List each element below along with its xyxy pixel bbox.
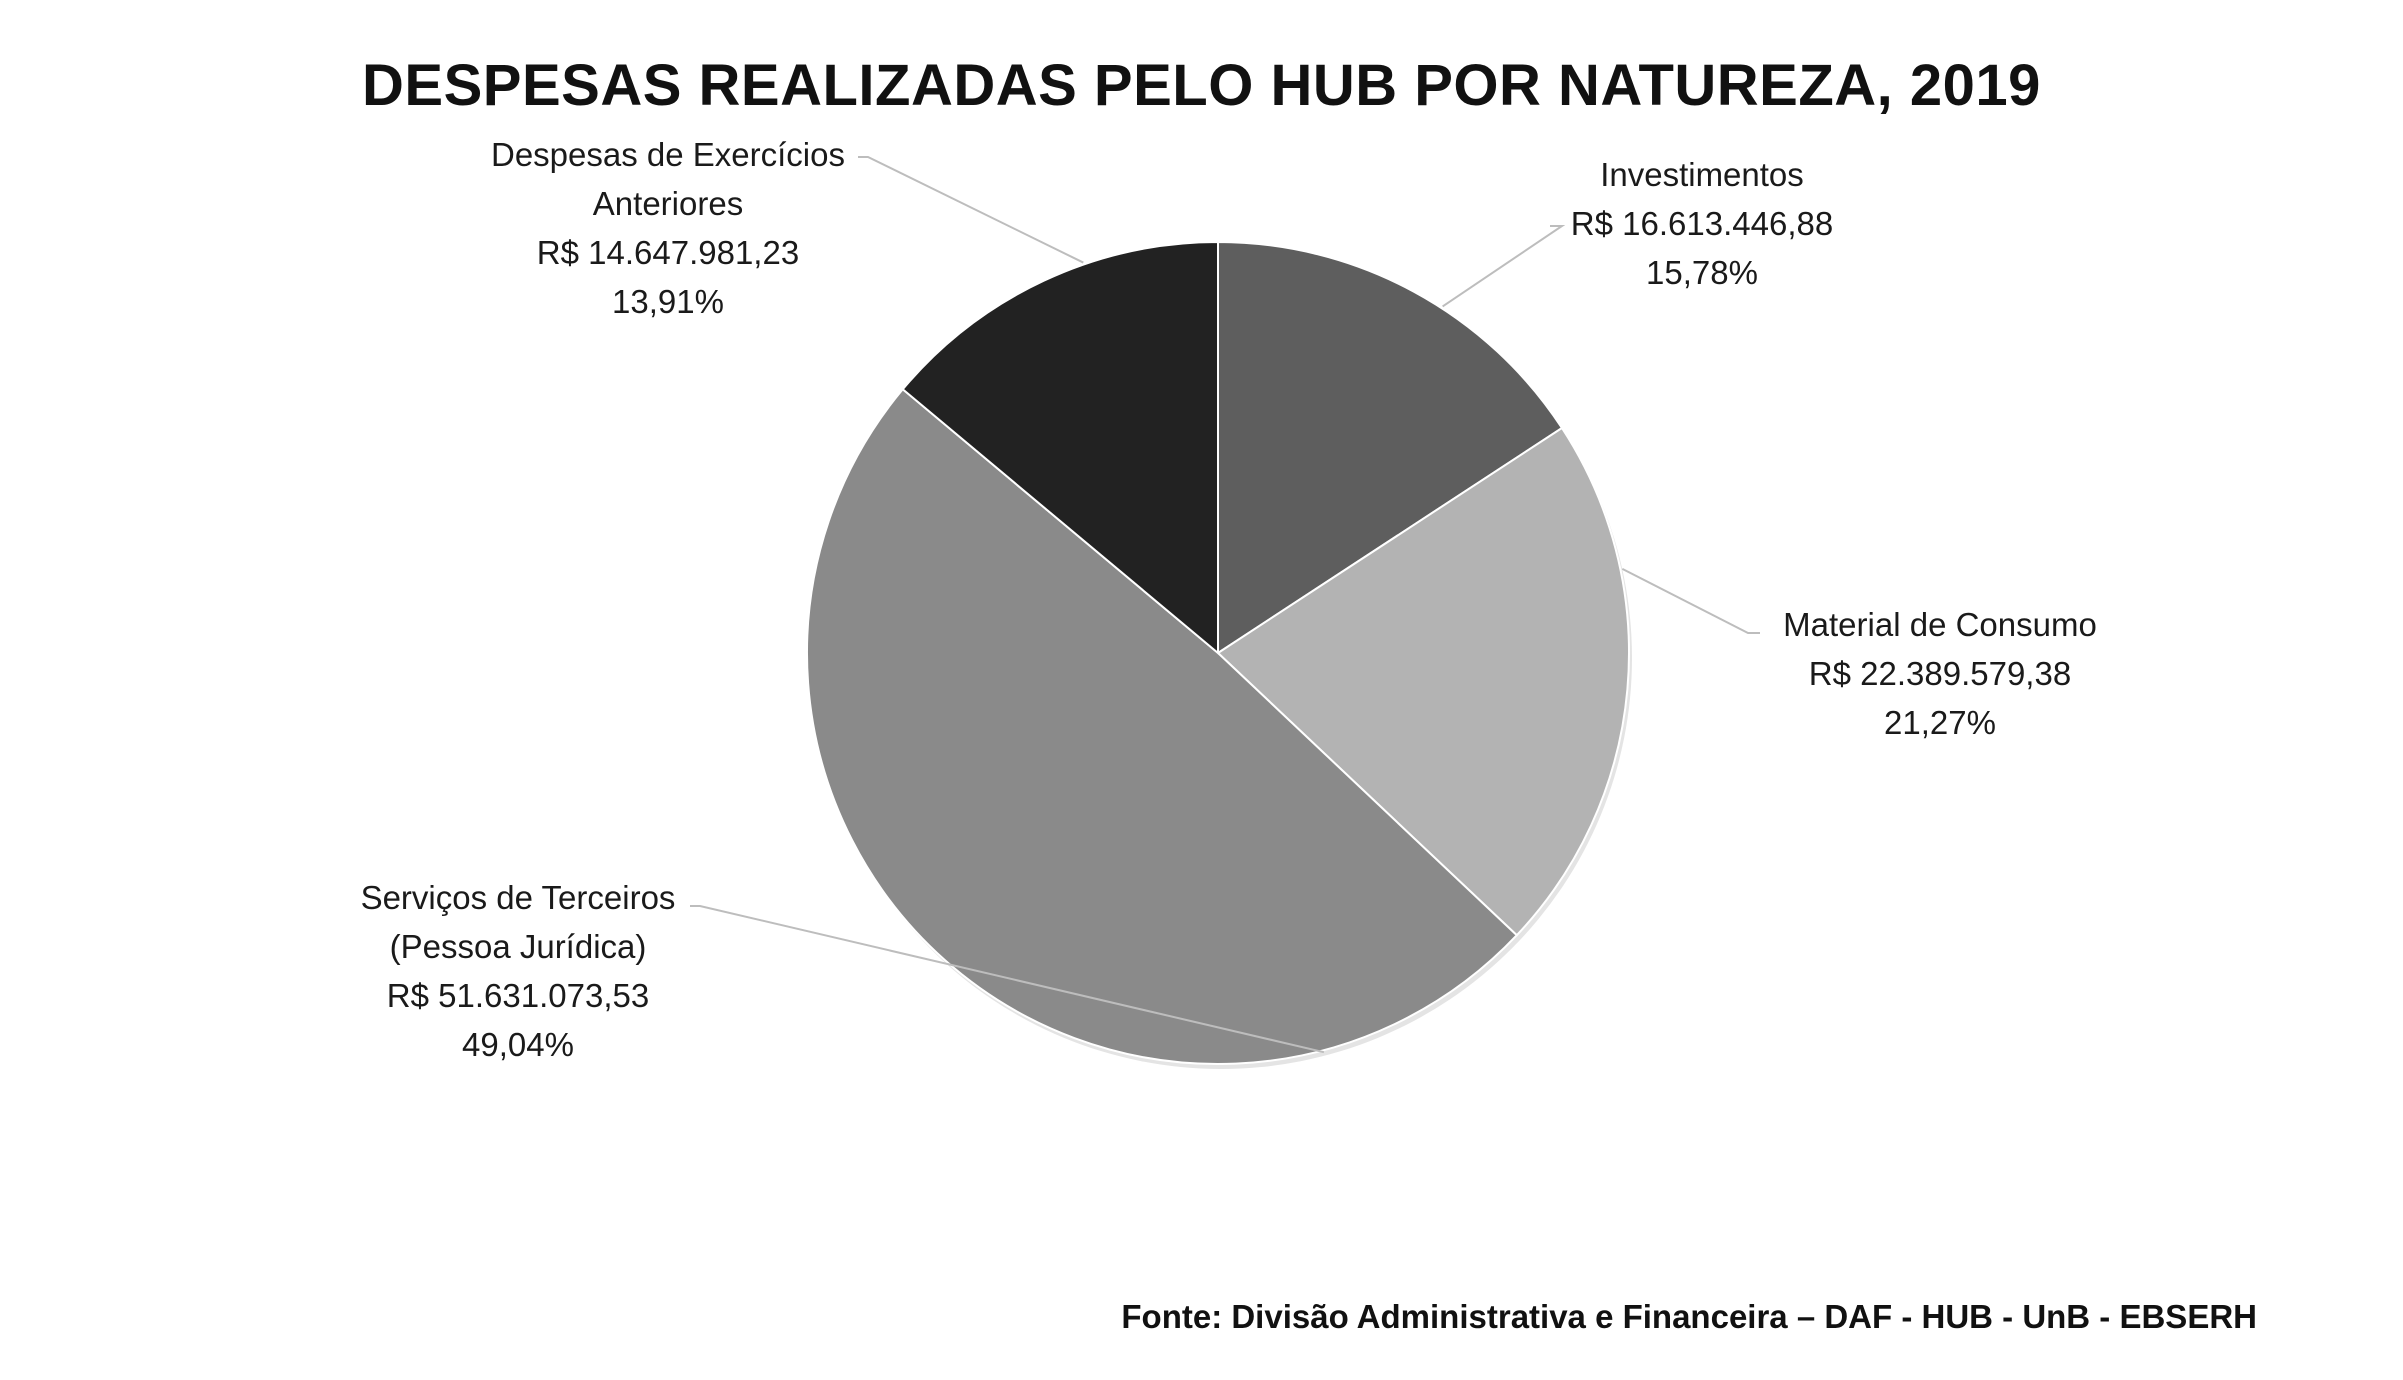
chart-title: DESPESAS REALIZADAS PELO HUB POR NATUREZ… [362, 53, 2041, 118]
leader-line-investimentos [1442, 225, 1566, 308]
label-servicos-value: R$ 51.631.073,53 [386, 977, 650, 1014]
label-servicos: Serviços de Terceiros (Pessoa Jurídica) … [361, 873, 676, 1069]
label-investimentos-value: R$ 16.613.446,88 [1570, 205, 1834, 242]
label-material-percent: 21,27% [1884, 704, 1996, 741]
leader-line-exercicios [858, 156, 1084, 264]
pie-slice-investimentos [1217, 240, 1564, 655]
label-investimentos: Investimentos R$ 16.613.446,88 15,78% [1571, 150, 1833, 297]
label-material: Material de Consumo R$ 22.389.579,38 21,… [1783, 600, 2097, 747]
label-investimentos-percent: 15,78% [1646, 254, 1758, 291]
label-servicos-percent: 49,04% [462, 1026, 574, 1063]
label-material-value: R$ 22.389.579,38 [1808, 655, 2072, 692]
label-material-name: Material de Consumo [1783, 606, 2097, 643]
label-exercicios-name-1: Despesas de Exercícios [491, 136, 845, 173]
pie-slice-exercicios [901, 240, 1219, 656]
source-note: Fonte: Divisão Administrativa e Financei… [1121, 1298, 2257, 1335]
label-servicos-name-1: Serviços de Terceiros [360, 879, 676, 916]
leader-line-servicos [690, 905, 1325, 1054]
leader-line-material [1621, 567, 1760, 634]
label-exercicios-name-2: Anteriores [592, 185, 744, 222]
label-exercicios-percent: 13,91% [612, 283, 724, 320]
label-exercicios: Despesas de Exercícios Anteriores R$ 14.… [491, 130, 845, 326]
pie-slice-material [1216, 426, 1630, 937]
label-investimentos-name: Investimentos [1600, 156, 1804, 193]
label-servicos-name-2: (Pessoa Jurídica) [389, 928, 647, 965]
pie-slice-servicos [805, 387, 1519, 1066]
label-exercicios-value: R$ 14.647.981,23 [536, 234, 800, 271]
